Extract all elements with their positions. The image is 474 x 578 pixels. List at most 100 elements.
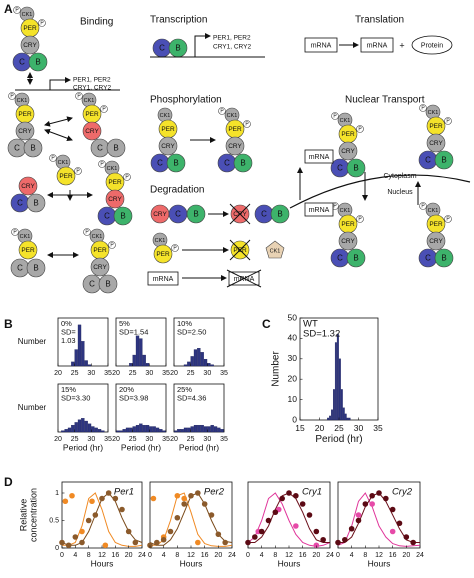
x-tick-label: 4 (73, 552, 77, 559)
molecule (20, 35, 40, 55)
molecule (153, 244, 173, 264)
histogram-bar (342, 407, 345, 421)
connector (44, 128, 73, 142)
mrna-box (304, 202, 334, 217)
mrna-label: mRNA (311, 42, 332, 49)
data-point (85, 517, 92, 524)
data-point (62, 498, 69, 505)
x-tick-label: 20 (214, 552, 222, 559)
data-point (222, 539, 228, 546)
histogram-bar (183, 364, 188, 367)
histogram-bar (190, 426, 194, 433)
x-tick-label: 20 (315, 423, 325, 433)
histogram-bar (145, 363, 150, 367)
x-tick-label: 35 (220, 436, 228, 443)
section-title: Binding (80, 17, 113, 28)
phosphate (419, 104, 427, 112)
molecule-label: C (159, 44, 165, 53)
molecule (56, 166, 76, 186)
annotation: WT (303, 319, 318, 330)
protein-shape (411, 35, 453, 55)
histogram-bar (84, 420, 88, 433)
histogram-bar (71, 361, 75, 367)
annotation: 5% (119, 319, 130, 328)
data-point (215, 531, 222, 538)
molecule (23, 138, 43, 158)
data-point (320, 536, 326, 543)
x-tick-label: 8 (87, 552, 91, 559)
histogram-bar (74, 422, 78, 433)
mrna-box (360, 37, 394, 53)
histogram-bar (180, 429, 184, 433)
molecule-label: CK1 (17, 98, 28, 104)
data-point (79, 539, 85, 546)
histogram-bar (139, 338, 143, 367)
molecule-label: CK1 (428, 208, 439, 214)
data-point (348, 525, 355, 532)
x-tick-label: 0 (246, 552, 250, 559)
x-axis-label: Hours (278, 558, 301, 568)
data-point (313, 542, 320, 549)
histogram-bar (94, 427, 98, 433)
x-tick-label: 8 (273, 552, 277, 559)
y-axis-label: Number (18, 337, 47, 346)
molecule-label: PER (341, 131, 355, 138)
molecule-label: B (277, 210, 282, 219)
panel-label: A (4, 2, 13, 16)
molecule-label: CRY (161, 143, 175, 150)
data-point (125, 528, 132, 535)
histogram-bar (203, 358, 208, 367)
x-tick-label: 35 (104, 370, 112, 377)
x-tick-label: 35 (162, 436, 170, 443)
phosphate-label: P (100, 162, 104, 168)
data-point (313, 528, 320, 535)
plot-frame (173, 383, 225, 433)
data-point (306, 512, 313, 518)
molecule-label: CK1 (227, 113, 238, 119)
phosphate-label: P (173, 246, 177, 252)
x-tick-label: 25 (129, 436, 137, 443)
histogram-bar (152, 426, 156, 433)
mrna-box (147, 271, 179, 286)
histogram-bar (210, 424, 214, 433)
x-tick-label: 24 (326, 552, 334, 559)
molecule (158, 136, 178, 156)
x-tick-label: 20 (312, 552, 320, 559)
molecule-label: CRY (153, 211, 167, 218)
molecule (434, 150, 454, 170)
histogram-bar (207, 426, 211, 433)
connector (229, 239, 251, 261)
y-tick-label: 0 (292, 414, 297, 424)
histogram-bar (329, 415, 332, 421)
molecule-label: C (14, 144, 20, 153)
phosphate-label: P (220, 109, 224, 115)
data-point (195, 539, 201, 546)
molecule (346, 158, 366, 178)
annotation: SD=1.32 (303, 329, 340, 340)
annotation: SD=1.54 (119, 327, 148, 336)
histogram-bar (142, 424, 146, 433)
molecule-label: C (17, 199, 23, 208)
molecule (338, 231, 358, 251)
connector (226, 269, 262, 288)
data-point (167, 528, 174, 535)
molecule (15, 121, 35, 141)
data-point (252, 534, 258, 540)
histogram-bar (122, 429, 126, 433)
histogram-bar (207, 363, 211, 367)
data-point (105, 490, 112, 496)
molecule-label: C (157, 159, 163, 168)
x-tick-label: 0 (336, 552, 340, 559)
molecule-label: CRY (341, 148, 355, 155)
molecule-label: B (353, 254, 358, 263)
y-axis-label: concentration (28, 488, 38, 542)
x-tick-label: 4 (260, 552, 264, 559)
molecule-label: CRY (21, 183, 35, 190)
molecule-label: CRY (85, 128, 99, 135)
y-axis-label: Number (271, 351, 282, 387)
x-axis-label: Hours (368, 558, 391, 568)
molecule-label: CK1 (22, 12, 33, 18)
histogram-bar (87, 364, 92, 367)
promoter-arrow (49, 77, 71, 90)
x-tick-label: 25 (334, 423, 344, 433)
